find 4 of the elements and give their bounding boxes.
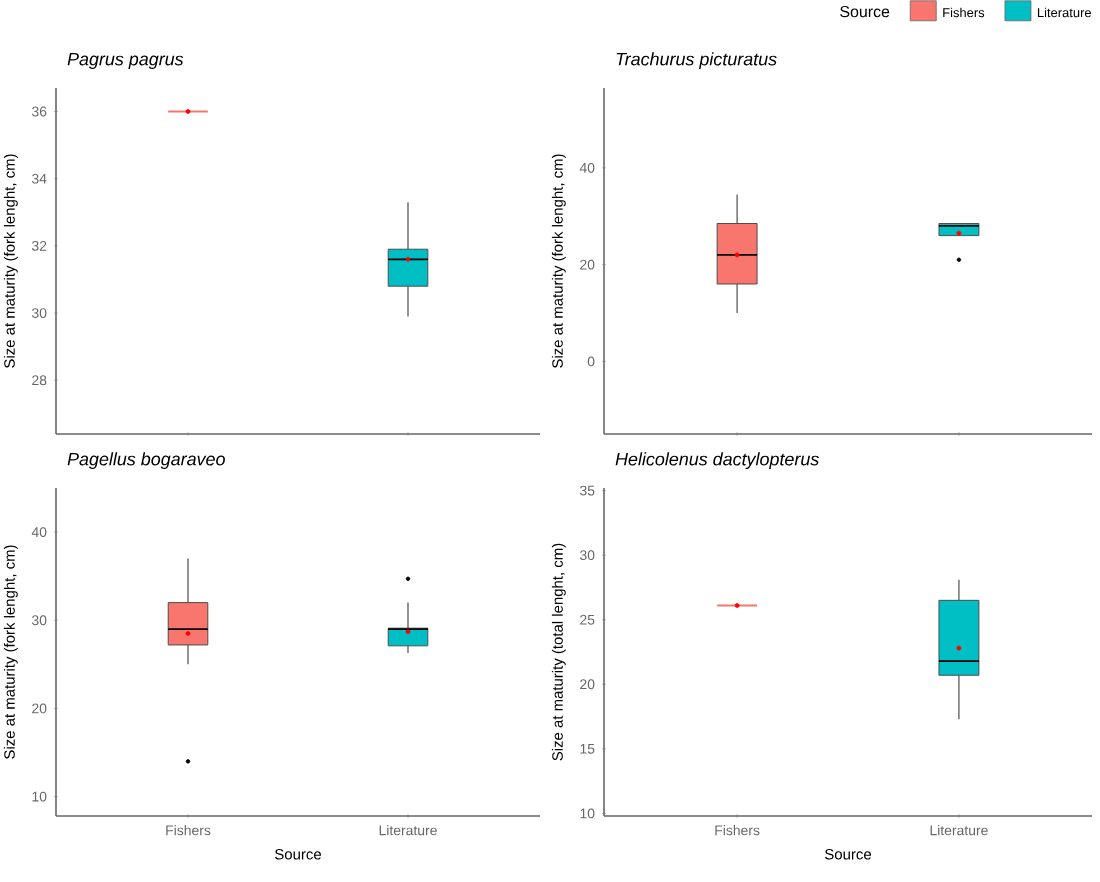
chart-title: Pagellus bogaraveo [67, 452, 225, 469]
chart-title: Helicolenus dactylopterus [615, 452, 819, 469]
chart-title: Trachurus picturatus [616, 52, 777, 69]
chart-title: Pagrus pagrus [67, 52, 184, 69]
